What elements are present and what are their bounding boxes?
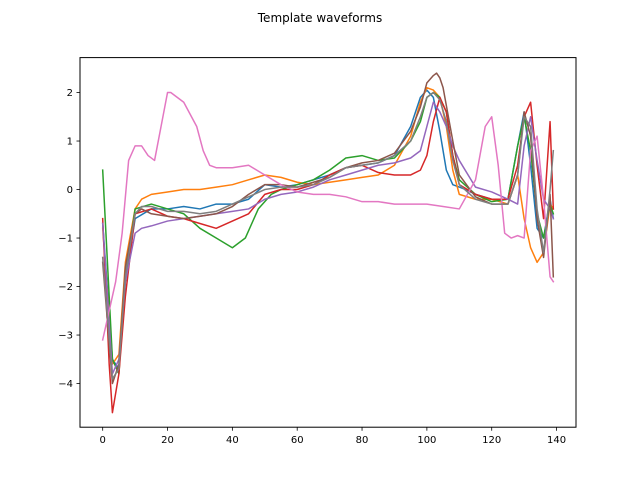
y-tick-label: −4 <box>58 379 73 390</box>
x-tick-label: 60 <box>291 435 304 446</box>
x-tick-label: 100 <box>417 435 436 446</box>
x-tick-label: 0 <box>100 435 106 446</box>
series-line-1 <box>101 89 555 370</box>
y-tick-label: 2 <box>67 88 73 99</box>
series-layer <box>101 72 555 414</box>
x-axis: 0 20 40 60 80 100 120 140 <box>100 427 566 446</box>
series-line-4 <box>101 96 555 414</box>
y-tick-label: 0 <box>67 185 73 196</box>
series-line-2 <box>101 86 555 365</box>
chart-title: Template waveforms <box>257 11 382 25</box>
y-tick-label: 1 <box>67 137 73 148</box>
y-tick-label: −1 <box>58 234 73 245</box>
x-tick-label: 140 <box>547 435 566 446</box>
plot-frame <box>79 57 577 428</box>
y-tick-label: −2 <box>58 282 73 293</box>
series-line-8 <box>101 91 555 380</box>
x-tick-label: 80 <box>356 435 369 446</box>
series-line-3 <box>101 91 555 375</box>
series-line-5 <box>101 101 555 375</box>
x-tick-label: 20 <box>161 435 174 446</box>
x-tick-label: 40 <box>226 435 239 446</box>
y-axis: −4 −3 −2 −1 0 1 2 <box>58 88 80 390</box>
x-tick-label: 120 <box>482 435 501 446</box>
series-line-7 <box>101 91 555 341</box>
series-line-6 <box>101 72 555 385</box>
y-tick-label: −3 <box>58 331 73 342</box>
